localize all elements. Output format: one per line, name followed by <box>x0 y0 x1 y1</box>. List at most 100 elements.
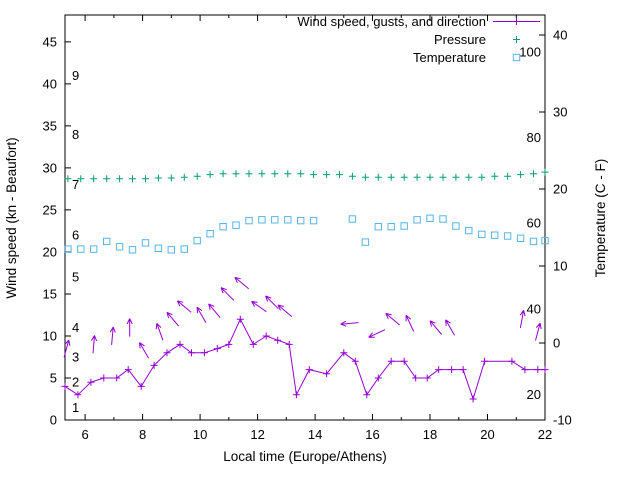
beaufort-label: 4 <box>72 320 79 335</box>
beaufort-label: 1 <box>72 400 79 415</box>
temperature-marker <box>115 243 124 251</box>
temperature-marker <box>439 215 447 223</box>
temperature-marker <box>400 222 408 230</box>
temperature-marker <box>141 239 150 247</box>
y-axis-left-label: Wind speed (kn - Beaufort) <box>4 137 19 298</box>
legend-entry: Wind speed, gusts, and direction <box>297 14 540 29</box>
fahrenheit-label: 100 <box>519 45 541 60</box>
temperature-marker <box>478 230 486 239</box>
temperature-marker <box>348 215 357 223</box>
fahrenheit-label: 40 <box>527 302 541 317</box>
beaufort-label: 7 <box>72 177 79 192</box>
temperature-marker <box>413 216 421 224</box>
legend: Wind speed, gusts, and direction Pressure… <box>297 14 540 65</box>
y-left-tick-label: 30 <box>43 160 57 175</box>
y-axis-right-label: Temperature (C - F) <box>593 159 608 278</box>
plot-border <box>64 14 546 421</box>
temperature-marker <box>180 245 189 253</box>
y-right-tick-label: 30 <box>553 105 567 120</box>
x-tick-label: 12 <box>250 427 264 442</box>
wind-speed-markers <box>61 315 549 403</box>
x-tick-labels: 6 8 10 12 14 16 18 20 22 <box>81 427 552 442</box>
x-tick-label: 6 <box>81 427 88 442</box>
fahrenheit-scale-labels: 20 40 60 80 100 <box>519 45 541 403</box>
legend-plus-sample <box>513 18 520 25</box>
temperature-marker <box>64 245 72 253</box>
temperature-marker <box>541 236 549 245</box>
y-left-tick-label: 0 <box>50 413 57 428</box>
series-temperature <box>64 214 549 254</box>
x-tick-label: 22 <box>538 427 552 442</box>
temperature-marker <box>426 214 434 223</box>
y-left-tick-label: 10 <box>43 329 57 344</box>
temperature-marker <box>529 237 538 246</box>
temperature-marker <box>361 238 370 246</box>
x-axis-label: Local time (Europe/Athens) <box>223 449 387 464</box>
x-tick-label: 20 <box>480 427 494 442</box>
y-left-tick-labels: 0 5 10 15 20 25 30 35 40 45 <box>43 34 57 427</box>
temperature-marker <box>167 246 176 254</box>
temperature-marker <box>103 237 111 246</box>
beaufort-label: 8 <box>72 127 79 142</box>
temperature-marker <box>465 226 473 235</box>
temperature-marker <box>374 223 383 231</box>
legend-entry: Pressure <box>434 32 520 47</box>
axis-ticks <box>65 15 546 421</box>
beaufort-label: 3 <box>72 350 79 365</box>
y-left-tick-label: 5 <box>50 371 57 386</box>
y-right-tick-labels: -10 0 10 20 30 40 <box>553 28 572 428</box>
x-tick-label: 16 <box>365 427 379 442</box>
y-right-tick-label: 0 <box>553 336 560 351</box>
temperature-marker <box>309 216 318 225</box>
temperature-marker <box>245 216 253 225</box>
temperature-marker <box>491 231 499 239</box>
fahrenheit-label: 60 <box>527 215 541 230</box>
pressure-markers <box>64 168 549 183</box>
y-right-tick-label: 40 <box>553 28 567 43</box>
temperature-marker <box>219 223 227 231</box>
legend-entry: Temperature <box>413 50 521 65</box>
legend-label: Wind speed, gusts, and direction <box>297 14 486 29</box>
temperature-marker <box>128 246 137 254</box>
temperature-marker <box>387 223 395 231</box>
y-left-tick-label: 20 <box>43 245 57 260</box>
temperature-marker <box>297 216 305 225</box>
legend-label: Temperature <box>413 50 486 65</box>
x-tick-label: 18 <box>423 427 437 442</box>
series-wind-speed-gusts-and-direction <box>61 315 549 403</box>
y-right-tick-label: 10 <box>553 259 567 274</box>
temperature-marker <box>90 245 98 253</box>
beaufort-label: 2 <box>72 375 79 390</box>
beaufort-scale-labels: 1 2 3 4 5 6 7 8 9 <box>72 68 79 415</box>
y-left-tick-label: 35 <box>43 118 57 133</box>
temperature-marker <box>232 221 240 229</box>
temperature-marker <box>271 216 279 224</box>
wind-direction-arrow-paths <box>63 276 542 359</box>
beaufort-label: 5 <box>72 270 79 285</box>
legend-plus-sample <box>513 36 520 43</box>
temperature-marker <box>516 234 525 243</box>
temperature-marker <box>154 244 163 253</box>
y-left-tick-label: 25 <box>43 202 57 217</box>
series-pressure <box>64 168 549 183</box>
y-right-tick-label: 20 <box>553 182 567 197</box>
legend-square-sample <box>512 53 521 62</box>
fahrenheit-label: 80 <box>527 130 541 145</box>
y-right-tick-label: -10 <box>553 413 572 428</box>
temperature-marker <box>193 236 201 245</box>
temperature-marker <box>258 216 266 224</box>
wind-speed-line <box>64 318 545 401</box>
x-tick-label: 8 <box>139 427 146 442</box>
x-tick-label: 14 <box>308 427 322 442</box>
y-left-tick-label: 45 <box>43 34 57 49</box>
x-tick-label: 10 <box>193 427 207 442</box>
beaufort-label: 6 <box>72 228 79 243</box>
fahrenheit-label: 20 <box>527 387 541 402</box>
y-left-tick-label: 15 <box>43 287 57 302</box>
y-left-tick-label: 40 <box>43 76 57 91</box>
temperature-marker <box>503 232 512 240</box>
series-wind-direction-arrows <box>63 276 542 359</box>
temperature-marker <box>77 245 85 253</box>
